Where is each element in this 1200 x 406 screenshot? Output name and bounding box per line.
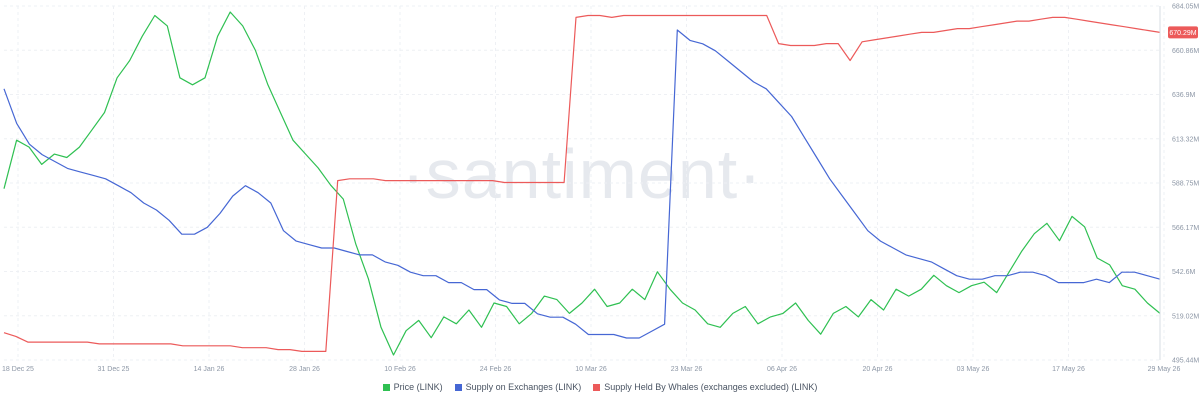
series-line-supply-on-exchanges-link [3,29,1161,339]
legend-label: Supply Held By Whales (exchanges exclude… [604,382,818,392]
y-tick-label: 495.44M [1172,358,1199,365]
legend-swatch [593,384,601,391]
x-tick-label: 10 Feb 26 [384,366,416,373]
x-tick-label: 24 Feb 26 [480,366,512,373]
legend-label: Price (LINK) [393,382,443,392]
y-tick-label: 588.75M [1172,181,1199,188]
x-tick-label: 03 May 26 [957,366,990,373]
legend-label: Supply on Exchanges (LINK) [465,382,582,392]
watermark: ·santiment· [401,135,762,213]
x-tick-label: 28 Jan 26 [289,366,320,373]
grid [4,5,1165,361]
series-line-supply-held-by-whales-exchanges-excluded-link [3,14,1161,352]
legend-swatch [382,384,390,391]
y-tick-label: 566.17M [1172,225,1199,232]
x-tick-label: 18 Dec 25 [2,366,34,373]
x-tick-label: 31 Dec 25 [98,366,130,373]
x-tick-label: 29 May 26 [1148,366,1181,373]
legend-item[interactable]: Supply on Exchanges (LINK) [454,382,582,392]
x-tick-label: 23 Mar 26 [671,366,703,373]
x-axis: 18 Dec 25 31 Dec 25 14 Jan 26 28 Jan 26 10 F… [2,366,1180,373]
current-value-label: 670.29M [1169,30,1196,37]
series-lines [3,11,1161,356]
y-tick-label: 519.02M [1172,313,1199,320]
current-value-badge: 670.29M [1168,26,1198,39]
right-y-axis: 684.05M 660.86M 636.9M 613.32M 588.75M 566.17… [1159,4,1199,365]
series-line-price-link [3,11,1161,356]
y-tick-label: 636.9M [1172,92,1196,99]
y-tick-label: 684.05M [1172,4,1199,11]
legend-item[interactable]: Price (LINK) [382,382,443,392]
x-tick-label: 06 Apr 26 [767,366,797,373]
x-tick-label: 14 Jan 26 [194,366,225,373]
y-tick-label: 660.86M [1172,48,1199,55]
current-value-badge-bg [1168,26,1198,39]
legend-item[interactable]: Supply Held By Whales (exchanges exclude… [593,382,817,392]
x-tick-label: 17 May 26 [1052,366,1085,373]
x-tick-label: 20 Apr 26 [863,366,893,373]
x-tick-label: 10 Mar 26 [575,366,607,373]
legend-swatch [454,384,462,391]
y-tick-label: 542.6M [1172,269,1196,276]
legend: Price (LINK) Supply on Exchanges (LINK) Su… [0,382,1200,392]
y-tick-label: 613.32M [1172,136,1199,143]
